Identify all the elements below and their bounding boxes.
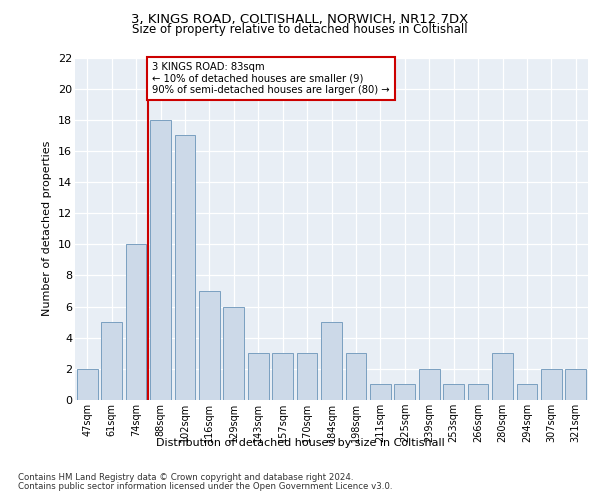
- Bar: [541, 369, 562, 400]
- Text: 3 KINGS ROAD: 83sqm
← 10% of detached houses are smaller (9)
90% of semi-detache: 3 KINGS ROAD: 83sqm ← 10% of detached ho…: [152, 62, 389, 96]
- Bar: [150, 120, 171, 400]
- Bar: [101, 322, 122, 400]
- Bar: [443, 384, 464, 400]
- Bar: [467, 384, 488, 400]
- Bar: [419, 369, 440, 400]
- Bar: [517, 384, 538, 400]
- Text: 3, KINGS ROAD, COLTISHALL, NORWICH, NR12 7DX: 3, KINGS ROAD, COLTISHALL, NORWICH, NR12…: [131, 12, 469, 26]
- Bar: [223, 306, 244, 400]
- Bar: [248, 354, 269, 400]
- Text: Contains public sector information licensed under the Open Government Licence v3: Contains public sector information licen…: [18, 482, 392, 491]
- Bar: [175, 136, 196, 400]
- Bar: [272, 354, 293, 400]
- Bar: [492, 354, 513, 400]
- Bar: [199, 291, 220, 400]
- Bar: [321, 322, 342, 400]
- Bar: [296, 354, 317, 400]
- Bar: [565, 369, 586, 400]
- Bar: [125, 244, 146, 400]
- Bar: [394, 384, 415, 400]
- Bar: [77, 369, 98, 400]
- Text: Size of property relative to detached houses in Coltishall: Size of property relative to detached ho…: [132, 24, 468, 36]
- Text: Contains HM Land Registry data © Crown copyright and database right 2024.: Contains HM Land Registry data © Crown c…: [18, 472, 353, 482]
- Bar: [346, 354, 367, 400]
- Y-axis label: Number of detached properties: Number of detached properties: [43, 141, 52, 316]
- Bar: [370, 384, 391, 400]
- Text: Distribution of detached houses by size in Coltishall: Distribution of detached houses by size …: [155, 438, 445, 448]
